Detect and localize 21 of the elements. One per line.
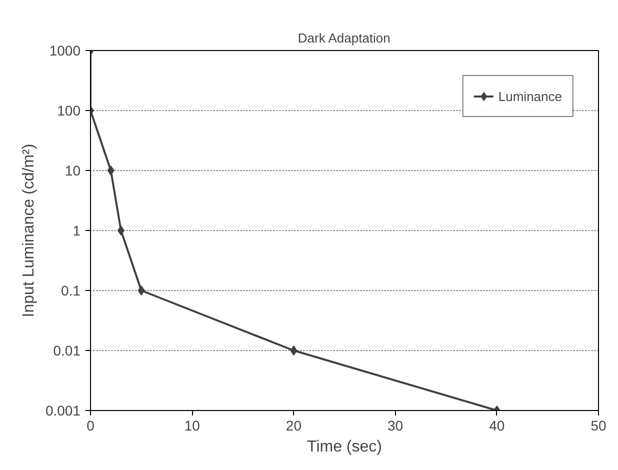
x-tick-label: 40 [489,418,505,434]
x-tick-label: 30 [388,418,404,434]
x-tick-label: 10 [184,418,200,434]
x-axis-title: Time (sec) [307,438,382,456]
point [290,346,298,356]
point [107,166,114,176]
y-tick-label: 0.01 [53,342,81,358]
x-tick-label: 0 [86,418,95,434]
y-tick-label: 1 [72,222,81,238]
x-tick-label: 20 [286,418,302,434]
y-tick-label: 1000 [49,42,81,58]
chart-title: Dark Adaptation [298,30,390,46]
y-tick-label: 100 [57,102,81,118]
legend-label: Luminance [498,88,562,104]
point [138,286,145,296]
x-tick-label: 50 [590,418,606,434]
y-tick-label: 0.1 [61,282,81,298]
y-axis-title: Input Luminance (cd/m²) [20,144,38,318]
y-tick-label: 10 [64,162,81,178]
point [117,226,124,236]
y-tick-label: 0.001 [45,402,81,418]
